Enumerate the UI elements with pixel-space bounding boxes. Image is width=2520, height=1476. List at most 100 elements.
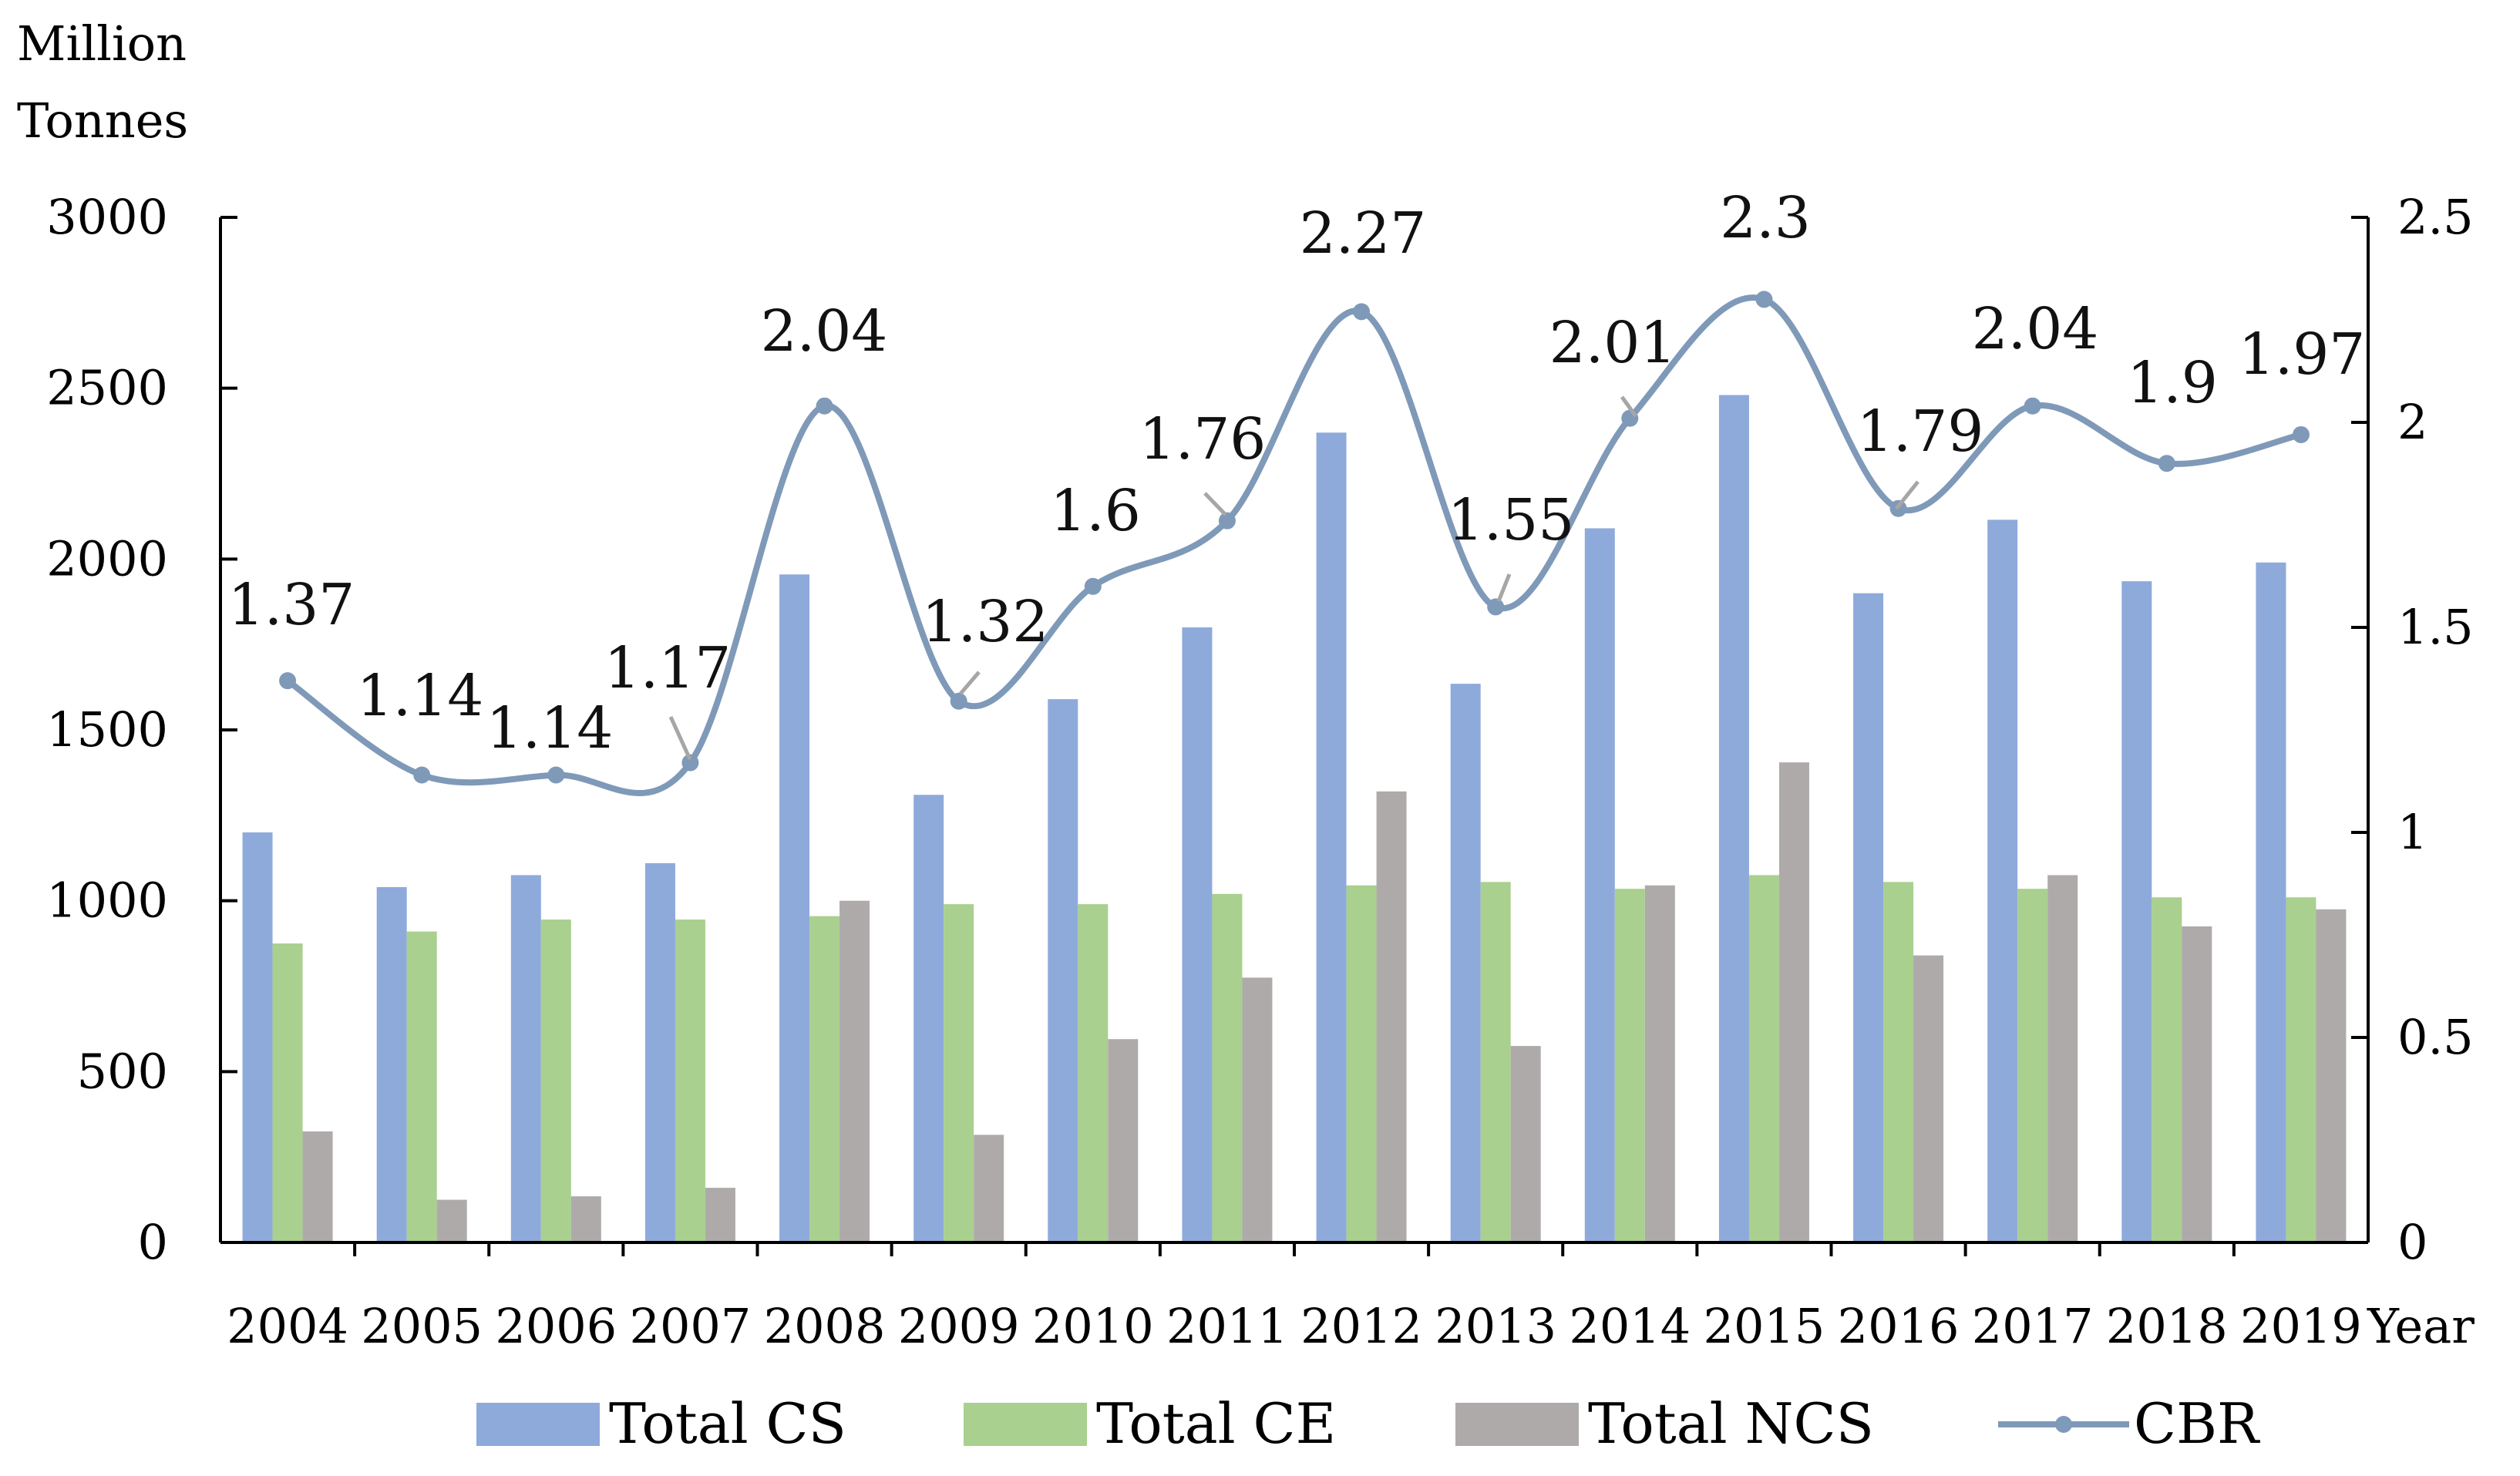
left-tick-label: 500 [77, 1043, 168, 1099]
y-axis-title-line-1: Million [17, 15, 187, 72]
bar-total-cs-2004 [242, 832, 273, 1242]
bar-total-cs-2005 [376, 886, 407, 1242]
cbr-point-2006 [547, 766, 565, 784]
x-tick-label-2016: 2016 [1838, 1298, 1960, 1354]
x-tick-label-2015: 2015 [1704, 1298, 1825, 1354]
cbr-point-2015 [1755, 291, 1773, 308]
bar-total-ncs-2010 [1108, 1039, 1139, 1242]
cbr-data-label-2007: 1.17 [604, 635, 732, 701]
x-tick-label-2012: 2012 [1300, 1298, 1422, 1354]
left-tick-label: 3000 [46, 189, 168, 245]
left-tick-label: 2000 [46, 530, 168, 587]
bar-total-cs-2013 [1450, 684, 1481, 1242]
cbr-label-leader-2007 [668, 715, 692, 761]
bar-total-cs-2017 [1987, 519, 2018, 1242]
bar-total-cs-2011 [1182, 627, 1213, 1242]
bar-total-cs-2010 [1048, 699, 1078, 1242]
bar-total-cs-2009 [913, 795, 944, 1242]
left-tick-label: 2500 [46, 360, 168, 416]
legend-label-total-cs: Total CS [609, 1391, 846, 1456]
cbr-data-label-2014: 2.01 [1549, 310, 1677, 376]
bar-total-ce-2013 [1480, 882, 1511, 1242]
bar-total-ce-2019 [2286, 897, 2316, 1242]
bar-total-ncs-2008 [839, 900, 870, 1242]
x-tick-label-2011: 2011 [1166, 1298, 1288, 1354]
bar-total-cs-2008 [779, 574, 810, 1242]
bar-total-ce-2017 [2017, 889, 2048, 1242]
bar-total-ncs-2019 [2316, 909, 2347, 1242]
cbr-point-2005 [413, 766, 431, 784]
x-tick-label-2014: 2014 [1569, 1298, 1691, 1354]
bar-total-cs-2014 [1584, 528, 1615, 1242]
bar-total-cs-2006 [510, 875, 541, 1242]
y-axis-title-line-2: Tonnes [17, 92, 188, 149]
legend-label-cbr: CBR [2134, 1391, 2260, 1456]
left-tick-label: 1500 [46, 701, 168, 758]
bar-total-ce-2011 [1212, 893, 1243, 1242]
x-tick-label-2004: 2004 [227, 1298, 348, 1354]
bar-total-ce-2005 [406, 931, 437, 1242]
bar-total-cs-2007 [644, 862, 675, 1242]
cbr-label-leader-2011 [1203, 492, 1227, 516]
x-tick-label-2005: 2005 [361, 1298, 483, 1354]
cbr-point-2008 [816, 397, 833, 415]
bar-total-ncs-2013 [1510, 1046, 1541, 1242]
x-tick-label-2006: 2006 [495, 1298, 617, 1354]
bar-total-ncs-2006 [570, 1196, 601, 1242]
cbr-data-label-2012: 2.27 [1300, 200, 1427, 267]
cbr-point-2012 [1353, 303, 1371, 321]
bar-total-cs-2015 [1718, 395, 1749, 1242]
legend-swatch-total-cs [476, 1403, 600, 1446]
cbr-data-label-2016: 1.79 [1857, 398, 1984, 465]
legend-swatch-total-ncs [1455, 1403, 1579, 1446]
bar-total-ce-2018 [2152, 897, 2182, 1242]
cbr-point-2017 [2024, 397, 2041, 415]
bar-total-ncs-2004 [302, 1131, 333, 1242]
legend-label-total-ce: Total CE [1096, 1391, 1336, 1456]
cbr-point-2009 [950, 692, 967, 710]
cbr-label-leader-2009 [959, 671, 981, 695]
legend-marker-cbr [2055, 1416, 2072, 1433]
cbr-data-label-2010: 1.6 [1050, 478, 1141, 544]
cbr-label-leader-2014 [1620, 395, 1638, 418]
x-tick-label-2013: 2013 [1435, 1298, 1556, 1354]
bar-total-ncs-2011 [1242, 977, 1273, 1242]
cbr-data-label-2005: 1.14 [357, 663, 484, 729]
bar-total-ce-2004 [272, 943, 303, 1242]
bar-total-ce-2012 [1346, 885, 1377, 1242]
legend-label-total-ncs: Total NCS [1588, 1391, 1874, 1456]
x-axis-title: Year [2367, 1298, 2475, 1354]
x-tick-label-2007: 2007 [630, 1298, 752, 1354]
x-tick-label-2008: 2008 [764, 1298, 886, 1354]
bar-total-cs-2016 [1853, 593, 1884, 1242]
cbr-data-label-2009: 1.32 [922, 589, 1049, 655]
bar-total-ncs-2015 [1778, 762, 1809, 1242]
cbr-data-label-2008: 2.04 [761, 298, 888, 365]
bar-total-ce-2008 [809, 916, 840, 1242]
right-tick-label: 2 [2397, 394, 2427, 450]
bar-total-ce-2015 [1748, 875, 1779, 1242]
left-tick-label: 0 [138, 1214, 168, 1270]
bar-total-cs-2018 [2121, 581, 2152, 1242]
cbr-data-label-2015: 2.3 [1720, 185, 1811, 251]
right-tick-label: 1.5 [2397, 599, 2474, 655]
bar-total-ncs-2007 [705, 1188, 735, 1242]
bar-total-ncs-2018 [2182, 926, 2212, 1242]
left-tick-label: 1000 [46, 872, 168, 929]
bar-total-ncs-2016 [1913, 955, 1944, 1242]
cbr-label-leader-2016 [1895, 480, 1919, 510]
bar-total-ce-2007 [675, 920, 705, 1242]
x-tick-label-2009: 2009 [898, 1298, 1020, 1354]
cbr-data-label-2013: 1.55 [1448, 487, 1575, 553]
bar-total-ce-2014 [1614, 889, 1645, 1242]
cbr-data-label-2019: 1.97 [2239, 321, 2366, 388]
cbr-point-2007 [681, 754, 699, 772]
cbr-data-label-2011: 1.76 [1139, 406, 1267, 472]
cbr-point-2004 [279, 672, 297, 690]
bar-total-ncs-2005 [436, 1199, 467, 1242]
bar-total-ncs-2009 [974, 1135, 1004, 1242]
right-tick-label: 0.5 [2397, 1009, 2474, 1065]
bar-total-cs-2012 [1316, 432, 1347, 1242]
cbr-data-label-2017: 2.04 [1972, 296, 2099, 362]
cbr-point-2018 [2158, 455, 2175, 472]
